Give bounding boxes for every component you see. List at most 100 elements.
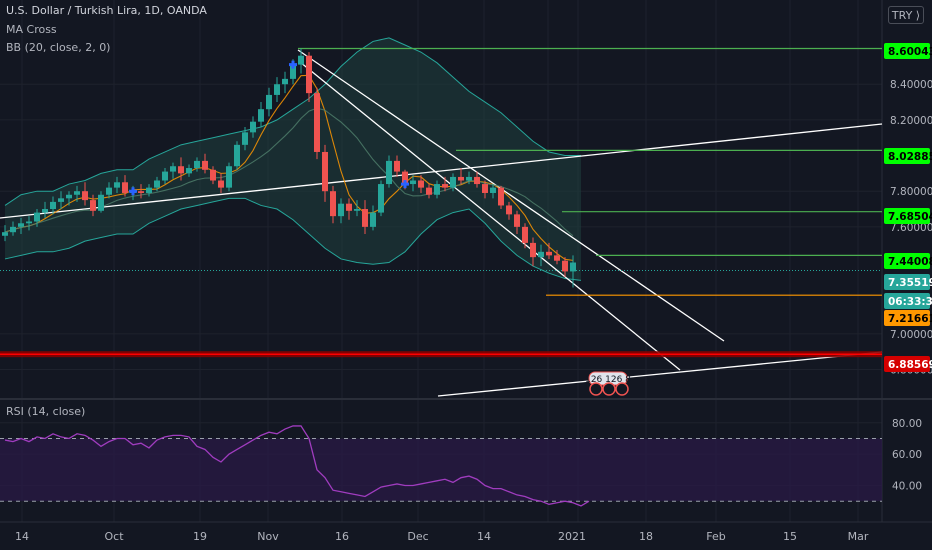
ma-cross-markers <box>129 60 409 196</box>
candle-body <box>402 171 408 185</box>
price-tick-label: 7.00000 <box>890 329 932 341</box>
price-label-box <box>884 356 930 372</box>
time-tick-label: 14 <box>477 530 491 543</box>
chart-title: U.S. Dollar / Turkish Lira, 1D, OANDA <box>6 4 207 17</box>
candle-body <box>106 187 112 195</box>
candle-body <box>2 232 8 236</box>
candle-body <box>362 209 368 227</box>
bollinger-band-fill <box>4 37 582 281</box>
trend-line <box>297 49 725 342</box>
event-badge[interactable]: 126 126 8 <box>585 371 631 396</box>
candle-body <box>250 121 256 133</box>
event-badge-count: 126 126 8 <box>585 375 631 385</box>
indicator-rsi-label[interactable]: RSI (14, close) <box>6 405 86 418</box>
time-tick-label: Oct <box>104 530 124 543</box>
candle-body <box>322 151 328 192</box>
event-badge-dot <box>589 382 603 396</box>
candle-body <box>194 160 200 169</box>
candle-body <box>370 212 376 227</box>
candle-body <box>66 194 72 199</box>
candle-body <box>394 160 400 172</box>
candle-body <box>114 182 120 188</box>
rsi-tick-label: 80.00 <box>892 418 922 430</box>
candle-body <box>530 242 536 258</box>
candle-body <box>418 180 424 188</box>
time-tick-label: 15 <box>783 530 797 543</box>
time-tick-label: Dec <box>407 530 428 543</box>
candle-body <box>146 187 152 193</box>
time-tick-label: 2021 <box>558 530 586 543</box>
rsi-tick-label: 40.00 <box>892 481 922 493</box>
candle-body <box>42 209 48 213</box>
price-label-box <box>884 208 930 224</box>
candle-body <box>202 160 208 170</box>
candle-body <box>258 109 264 122</box>
time-tick-label: 16 <box>335 530 349 543</box>
candle-body <box>170 166 176 172</box>
candle-body <box>82 191 88 201</box>
price-tick-label: 7.60000 <box>890 222 932 234</box>
price-label-box <box>884 43 930 59</box>
bollinger-upper-line <box>4 37 581 206</box>
price-label: 8.60043 <box>888 46 932 58</box>
candle-body <box>274 84 280 95</box>
rsi-band-fill <box>0 438 882 502</box>
candle-body <box>178 166 184 174</box>
ma-cross-marker <box>289 60 297 69</box>
indicator-bollinger-label[interactable]: BB (20, close, 2, 0) <box>6 41 111 54</box>
time-tick-label: Nov <box>257 530 279 543</box>
price-label: 6.88569 <box>888 359 932 371</box>
candle-body <box>330 191 336 217</box>
candle-body <box>242 132 248 145</box>
ma-cross-marker <box>401 180 409 189</box>
price-label: 7.68504 <box>888 211 932 223</box>
candle-body <box>74 191 80 195</box>
candle-body <box>466 176 472 181</box>
price-label: 06:33:33 <box>888 296 932 308</box>
price-label-box <box>884 253 930 269</box>
candle-body <box>554 255 560 261</box>
candle-body <box>386 160 392 185</box>
candle-body <box>538 251 544 258</box>
candlestick-series <box>2 48 576 288</box>
price-tick-label: 8.40000 <box>890 79 932 91</box>
candle-body <box>50 201 56 210</box>
price-label: 7.21661 <box>888 313 932 325</box>
candle-body <box>298 55 304 65</box>
candle-body <box>434 184 440 195</box>
candle-body <box>218 180 224 188</box>
trend-line <box>437 351 883 397</box>
candle-body <box>562 260 568 272</box>
candle-body <box>26 221 32 224</box>
candle-body <box>338 203 344 217</box>
time-tick-label: 18 <box>639 530 653 543</box>
candle-body <box>18 223 24 227</box>
trend-lines <box>0 49 883 397</box>
indicator-ma-cross-label[interactable]: MA Cross <box>6 23 57 36</box>
candle-body <box>482 184 488 193</box>
rsi-pane <box>0 425 882 507</box>
axes: 8.400008.200007.800007.600007.000006.800… <box>15 43 932 543</box>
currency-button[interactable]: TRY ⟩ <box>888 6 924 24</box>
candle-body <box>458 176 464 181</box>
time-tick-label: Feb <box>706 530 725 543</box>
candle-body <box>58 198 64 202</box>
candle-body <box>410 180 416 185</box>
candle-body <box>378 184 384 213</box>
rsi-line <box>4 425 590 507</box>
time-tick-label: 19 <box>193 530 207 543</box>
bollinger-lower-line <box>4 197 582 281</box>
time-tick-label: Mar <box>848 530 869 543</box>
candle-body <box>354 209 360 211</box>
candle-body <box>514 214 520 227</box>
ma-cross-marker <box>129 187 137 196</box>
candle-body <box>226 166 232 188</box>
price-label-box <box>884 293 930 309</box>
time-tick-label: 14 <box>15 530 29 543</box>
candle-body <box>570 262 576 272</box>
candle-body <box>506 205 512 215</box>
candle-body <box>306 55 312 94</box>
event-badge-dot <box>615 382 629 396</box>
candle-body <box>474 176 480 185</box>
candle-body <box>490 187 496 193</box>
